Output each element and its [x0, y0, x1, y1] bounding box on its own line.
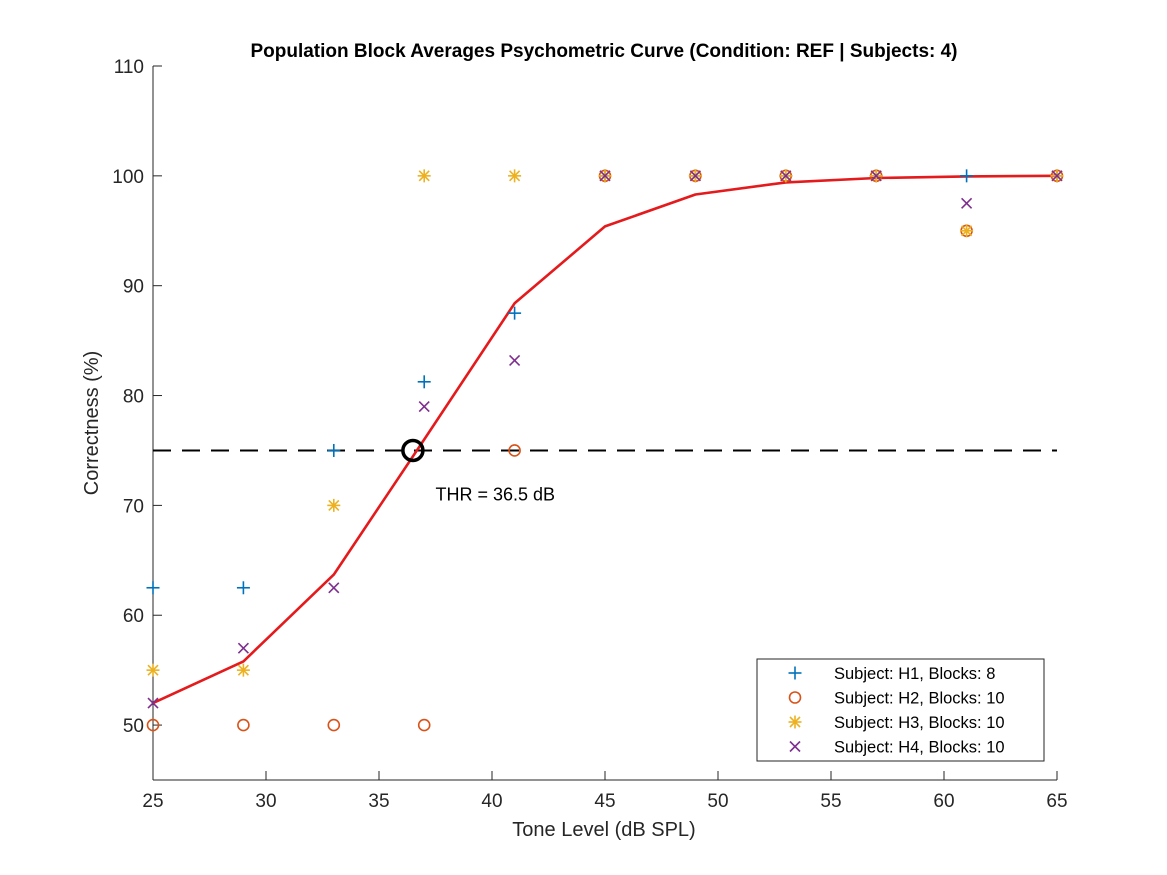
data-point	[237, 642, 249, 654]
legend-marker	[789, 740, 801, 753]
x-axis-ticks: 25 30 35 40 45 50 55 60 65	[142, 771, 1068, 812]
data-point	[328, 582, 340, 594]
x-axis-label: Tone Level (dB SPL)	[512, 819, 695, 841]
data-point	[418, 400, 430, 413]
threshold-point	[401, 438, 425, 463]
data-point	[870, 170, 882, 182]
data-point	[146, 718, 160, 732]
data-point	[509, 354, 521, 366]
legend-label: Subject: H2, Blocks: 10	[834, 690, 1005, 708]
legend-marker	[788, 691, 802, 704]
data-series	[146, 169, 1064, 732]
data-point	[1051, 170, 1063, 182]
data-point	[146, 581, 160, 595]
data-point	[780, 170, 792, 182]
data-point	[508, 444, 521, 457]
legend-label: Subject: H3, Blocks: 10	[834, 714, 1005, 732]
y-axis-label: Correctness (%)	[81, 351, 103, 495]
legend-item: Subject: H4, Blocks: 10	[789, 739, 1005, 757]
legend-item: Subject: H1, Blocks: 8	[788, 665, 995, 683]
x-tick-label: 60	[933, 791, 954, 812]
y-tick-label: 90	[123, 277, 144, 298]
data-point	[327, 498, 341, 512]
x-tick-label: 65	[1046, 791, 1067, 812]
legend: Subject: H1, Blocks: 8 Subject: H2, Block…	[756, 658, 1045, 762]
data-point	[237, 718, 250, 732]
series-4	[147, 170, 1063, 709]
legend-label: Subject: H4, Blocks: 10	[834, 739, 1005, 757]
x-tick-label: 35	[368, 791, 389, 812]
fit-curve	[152, 174, 1058, 705]
legend-marker	[788, 666, 802, 680]
y-axis-ticks: 50 60 70 80 90 100 110	[112, 57, 162, 737]
fit-curve-line	[152, 174, 1058, 705]
threshold-marker	[401, 438, 425, 463]
y-tick-label: 110	[114, 57, 144, 78]
chart-title: Population Block Averages Psychometric C…	[250, 41, 957, 62]
data-point	[146, 663, 160, 677]
legend-item: Subject: H2, Blocks: 10	[788, 690, 1005, 708]
y-tick-label: 100	[112, 167, 144, 188]
data-point	[599, 170, 611, 182]
legend-item: Subject: H3, Blocks: 10	[788, 714, 1005, 732]
data-point	[327, 443, 341, 457]
y-tick-label: 80	[123, 387, 144, 408]
legend-box	[756, 658, 1045, 762]
data-point	[417, 169, 431, 183]
data-point	[327, 718, 341, 732]
x-tick-label: 45	[594, 791, 615, 812]
x-tick-label: 25	[142, 791, 163, 812]
data-point	[236, 663, 250, 677]
data-point	[960, 169, 974, 183]
x-tick-label: 30	[255, 791, 276, 812]
legend-label: Subject: H1, Blocks: 8	[834, 665, 995, 683]
y-tick-label: 50	[123, 716, 144, 737]
y-tick-label: 60	[123, 606, 144, 627]
data-point	[689, 170, 701, 182]
legend-marker	[788, 715, 802, 729]
data-point	[417, 375, 431, 389]
x-tick-label: 55	[820, 791, 841, 812]
y-tick-label: 70	[123, 496, 144, 517]
x-tick-label: 50	[707, 791, 728, 812]
data-point	[417, 718, 431, 732]
data-point	[508, 306, 522, 320]
data-point	[961, 197, 973, 209]
data-point	[147, 697, 159, 709]
data-point	[508, 169, 522, 183]
data-point	[960, 224, 974, 238]
data-point	[236, 581, 250, 595]
x-tick-label: 40	[481, 791, 502, 812]
threshold-annotation: THR = 36.5 dB	[436, 484, 556, 504]
